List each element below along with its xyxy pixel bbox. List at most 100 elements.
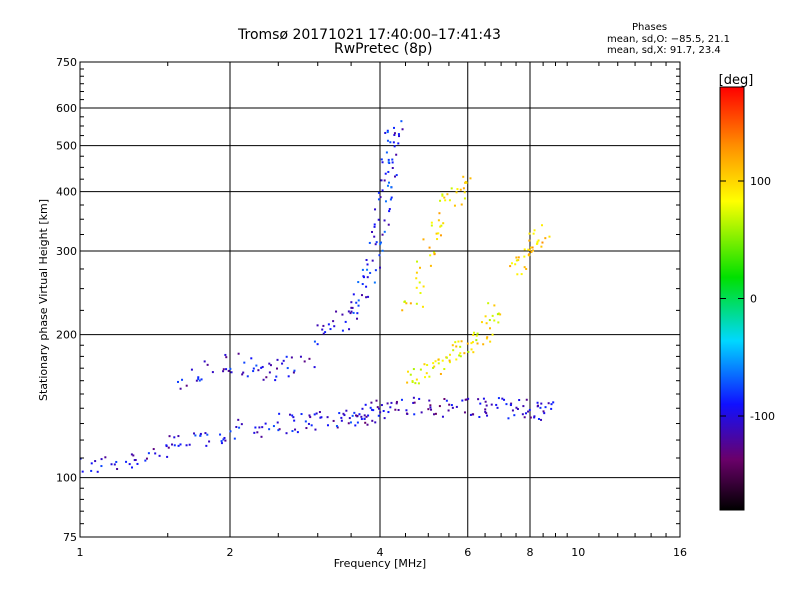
data-point	[536, 405, 539, 408]
data-point	[393, 145, 396, 148]
data-point	[336, 426, 339, 429]
data-point	[193, 432, 196, 435]
data-point	[219, 433, 222, 436]
plot-frame	[79, 61, 681, 538]
data-point	[433, 253, 436, 256]
data-point	[451, 406, 454, 409]
data-point	[206, 363, 209, 366]
data-point	[445, 399, 448, 402]
data-point	[147, 452, 150, 455]
data-point	[419, 368, 422, 371]
data-point	[491, 333, 494, 336]
data-point	[322, 332, 325, 335]
data-point	[485, 412, 488, 415]
data-point	[415, 302, 418, 305]
data-point	[525, 267, 528, 270]
data-point	[489, 340, 492, 343]
data-point	[277, 429, 280, 432]
data-point	[384, 200, 387, 203]
data-point	[374, 421, 377, 424]
data-point	[368, 241, 371, 244]
data-point	[222, 370, 225, 373]
data-point	[541, 224, 544, 227]
data-point	[400, 120, 403, 123]
data-point	[496, 406, 499, 409]
data-point	[532, 232, 535, 235]
data-point	[544, 237, 547, 240]
data-point	[258, 426, 261, 429]
data-point	[388, 208, 391, 211]
data-point	[544, 406, 547, 409]
data-point	[104, 456, 107, 459]
data-point	[484, 400, 487, 403]
data-point	[369, 271, 372, 274]
data-point	[356, 421, 359, 424]
data-point	[386, 129, 389, 132]
data-point	[335, 310, 338, 313]
data-point	[418, 397, 421, 400]
data-point	[361, 268, 364, 271]
data-point	[168, 435, 171, 438]
data-point	[419, 266, 422, 269]
data-point	[361, 283, 364, 286]
data-point	[197, 377, 200, 380]
data-point	[430, 224, 433, 227]
data-point	[395, 174, 398, 177]
data-point	[533, 229, 536, 232]
data-point	[373, 225, 376, 228]
data-point	[433, 365, 436, 368]
data-point	[513, 414, 516, 417]
data-point	[268, 362, 271, 365]
data-point	[166, 455, 169, 458]
data-point	[264, 422, 267, 425]
data-point	[542, 410, 545, 413]
y-axis-label: Stationary phase Virtual Height [km]	[37, 199, 50, 401]
data-point	[305, 427, 308, 430]
data-point	[491, 314, 494, 317]
data-point	[442, 222, 445, 225]
x-tick-label: 10	[571, 546, 585, 559]
phase-title: Phases	[632, 22, 668, 33]
y-tick-label: 400	[56, 186, 77, 199]
data-point	[355, 414, 358, 417]
data-point	[486, 336, 489, 339]
data-point	[79, 457, 82, 460]
data-point	[379, 266, 382, 269]
data-point	[345, 409, 348, 412]
data-point	[432, 366, 435, 369]
data-point	[532, 249, 535, 252]
data-point	[459, 352, 462, 355]
data-point	[528, 408, 531, 411]
data-point	[415, 378, 418, 381]
data-point	[369, 406, 372, 409]
data-point	[447, 409, 450, 412]
data-point	[515, 259, 518, 262]
data-point	[371, 230, 374, 233]
data-point	[407, 370, 410, 373]
data-point	[523, 266, 526, 269]
data-point	[352, 293, 355, 296]
data-point	[444, 199, 447, 202]
data-point	[390, 401, 393, 404]
data-point	[177, 444, 180, 447]
y-tick-label: 300	[56, 245, 77, 258]
data-point	[455, 405, 458, 408]
data-point	[515, 256, 518, 259]
data-point	[134, 458, 137, 461]
data-point	[434, 360, 437, 363]
data-point	[110, 463, 113, 466]
data-point	[529, 246, 532, 249]
data-point	[285, 355, 288, 358]
data-point	[278, 412, 281, 415]
data-point	[356, 317, 359, 320]
data-point	[250, 357, 253, 360]
data-point	[349, 421, 352, 424]
data-point	[540, 402, 543, 405]
data-point	[152, 448, 155, 451]
data-point	[465, 181, 468, 184]
data-points	[79, 120, 555, 473]
data-point	[360, 294, 363, 297]
data-point	[343, 414, 346, 417]
data-point	[415, 286, 418, 289]
data-point	[548, 235, 551, 238]
